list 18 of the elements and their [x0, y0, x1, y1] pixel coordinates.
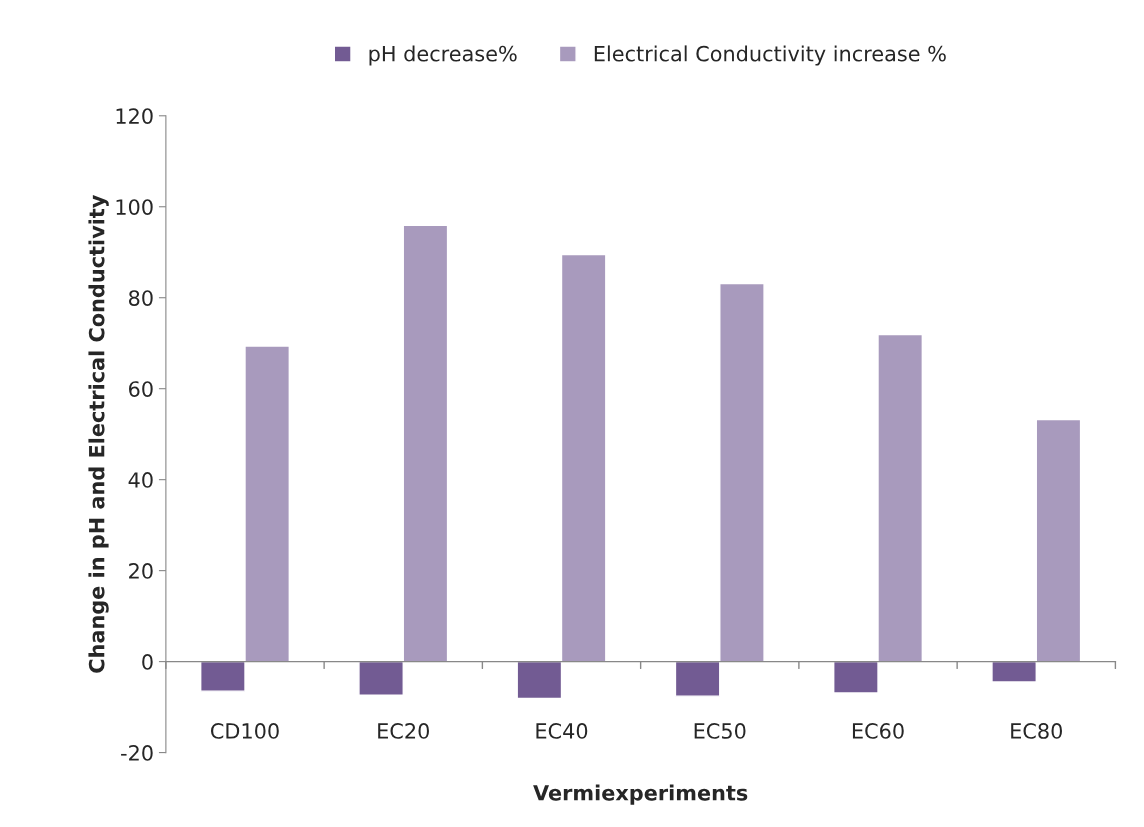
x-tick-label: EC20 — [378, 723, 429, 739]
x-tick-label: EC40 — [536, 723, 588, 739]
y-tick-label: 80 — [128, 290, 153, 306]
y-tick-label: 40 — [128, 472, 153, 488]
y-tick-label: 100 — [116, 199, 153, 215]
y-tick-label: 60 — [129, 381, 153, 397]
x-tick-label: EC60 — [852, 723, 904, 739]
y-tick-label: 20 — [129, 563, 153, 579]
legend-label: Electrical Conductivity increase % — [594, 45, 946, 66]
legend-label: pH decrease% — [369, 45, 517, 66]
y-axis-title: Change in pH and Electrical Conductivity — [88, 195, 109, 673]
x-tick-label: CD100 — [211, 723, 279, 739]
x-tick-label: EC50 — [694, 723, 746, 739]
x-tick-label: EC80 — [1011, 723, 1062, 739]
y-tick-label: 120 — [116, 108, 153, 124]
y-tick-label: -20 — [121, 745, 153, 761]
y-tick-label: 0 — [142, 654, 153, 670]
x-axis-title: Vermiexperiments — [533, 784, 748, 805]
